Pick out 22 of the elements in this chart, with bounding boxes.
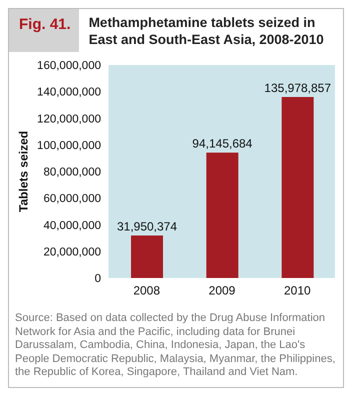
y-tick-label: 40,000,000	[43, 220, 101, 232]
caption: Fig. 41.	[9, 9, 79, 52]
source-note: Source: Based on data collected by the Drug Abuse Information Network for Asia and the Pacific, including data for Brunei Darussalam, Cambodia, China, Indonesia, Japan, the Lao's People Democratic Republic, Malaysia, Myanmar, the Philippines, the Republic of Korea, Singapore, Thailand and Viet Nam.	[14, 311, 336, 380]
x-tick-label: 2009	[208, 284, 236, 298]
y-tick-label: 140,000,000	[37, 86, 101, 99]
x-tick-label: 2010	[284, 284, 312, 298]
bar	[131, 235, 163, 278]
bar	[206, 152, 238, 278]
bar	[282, 96, 314, 278]
chart-title: Methamphetamine tablets seized in East and South-East Asia, 2008-2010	[88, 14, 325, 48]
y-tick-label: 100,000,000	[37, 140, 101, 152]
y-tick-label: 20,000,000	[43, 246, 101, 258]
y-tick-label: 160,000,000	[37, 60, 101, 72]
y-tick-label: 60,000,000	[43, 193, 101, 206]
data-label: 135,978,857	[264, 80, 332, 95]
y-tick-label: 0	[94, 273, 101, 286]
y-tick-label: 80,000,000	[43, 166, 101, 179]
x-tick-label: 2008	[133, 284, 160, 298]
y-axis-title: Tablets seized	[16, 130, 30, 212]
y-tick-label: 120,000,000	[37, 113, 101, 126]
data-label: 94,145,684	[192, 136, 253, 151]
data-label: 31,950,374	[116, 219, 178, 234]
